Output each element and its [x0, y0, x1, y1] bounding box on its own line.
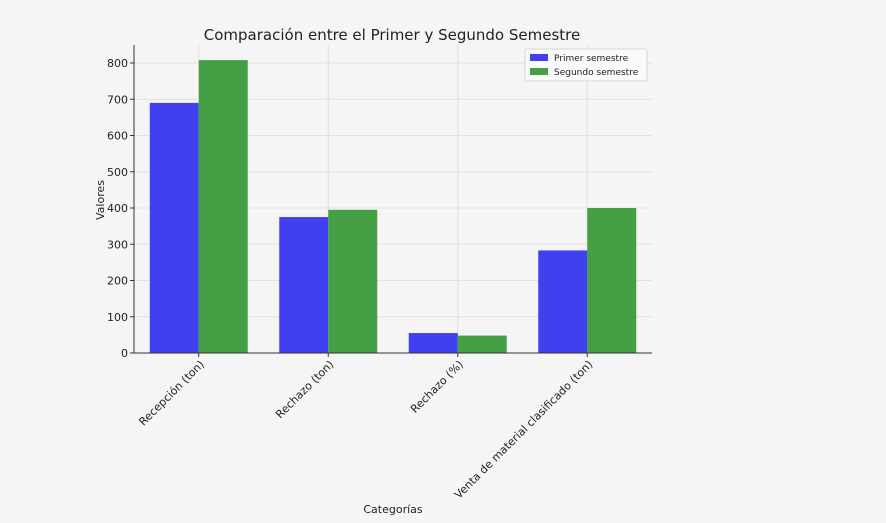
y-tick-label: 500: [107, 166, 128, 179]
bar-segundo-3: [587, 208, 637, 353]
bar-segundo-1: [328, 209, 378, 353]
bar-primer-2: [408, 333, 458, 353]
y-tick-label: 600: [107, 130, 128, 143]
x-category-label: Venta de material clasificado (ton): [452, 358, 595, 501]
bars-group: [149, 60, 637, 353]
y-tick-labels: 0 100 200 300 400 500 600 700 800: [107, 57, 134, 360]
legend-swatch-0: [530, 54, 548, 61]
x-category-label: Rechazo (ton): [273, 358, 336, 421]
bar-primer-0: [149, 102, 199, 353]
x-category-label: Rechazo (%): [408, 358, 466, 416]
y-tick-label: 400: [107, 202, 128, 215]
x-tick-labels: Recepción (ton) Rechazo (ton) Rechazo (%)V…: [136, 353, 595, 501]
y-tick-label: 800: [107, 57, 128, 70]
y-tick-label: 0: [121, 347, 128, 360]
legend-label-1: Segundo semestre: [554, 68, 639, 78]
chart-title: Comparación entre el Primer y Segundo Se…: [204, 26, 580, 44]
y-tick-label: 300: [107, 238, 128, 251]
bar-primer-3: [538, 250, 588, 353]
y-tick-label: 700: [107, 93, 128, 106]
x-category-label: Recepción (ton): [136, 358, 206, 428]
y-tick-label: 100: [107, 311, 128, 324]
legend: Primer semestre Segundo semestre: [524, 48, 648, 82]
legend-label-0: Primer semestre: [554, 54, 629, 64]
y-tick-label: 200: [107, 275, 128, 288]
legend-frame: [524, 48, 648, 82]
bar-segundo-0: [198, 60, 248, 353]
axes: [133, 45, 652, 354]
legend-swatch-1: [530, 68, 548, 75]
y-axis-label: Valores: [94, 180, 107, 220]
bar-primer-1: [279, 217, 329, 353]
x-axis-label: Categorías: [363, 503, 423, 516]
bar-segundo-2: [457, 335, 507, 353]
